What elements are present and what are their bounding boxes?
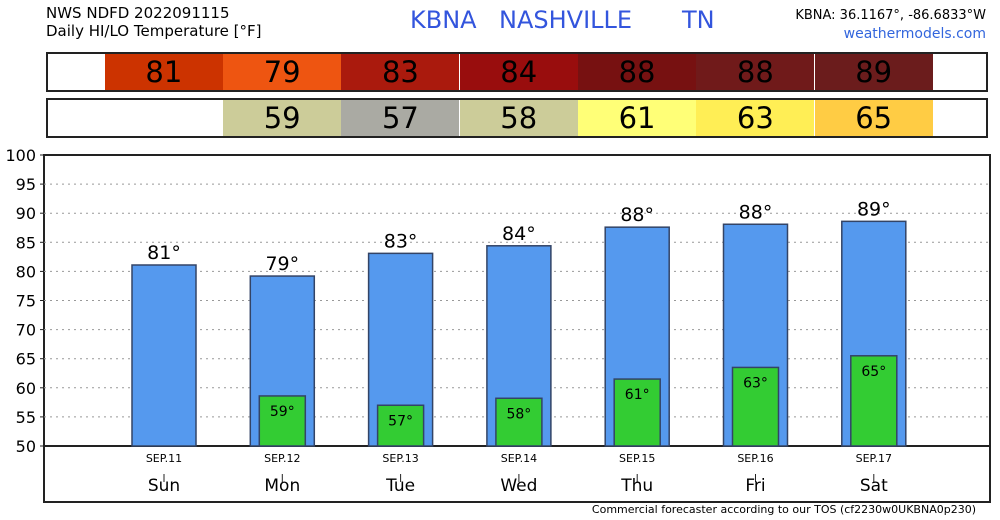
lo-strip-cell-7: 65 <box>814 100 933 136</box>
y-tick-label: 50 <box>16 437 36 456</box>
y-tick-label: 60 <box>16 379 36 398</box>
lo-strip-cell-3: 57 <box>341 100 460 136</box>
lo-temperature-strip: 59 57 58 61 63 65 <box>46 98 988 138</box>
variable-label: Daily HI/LO Temperature [°F] <box>46 22 262 40</box>
lo-strip-cell-2: 59 <box>223 100 342 136</box>
hi-temperature-strip: 81 79 83 84 88 88 89 <box>46 52 988 92</box>
lo-bar <box>850 355 898 447</box>
lo-bar-label: 65° <box>861 364 886 380</box>
station-state: TN <box>682 6 715 34</box>
day-label: Wed <box>500 476 537 496</box>
chart-header-left: NWS NDFD 2022091115 Daily HI/LO Temperat… <box>46 4 262 40</box>
station-coordinates: KBNA: 36.1167°, -86.6833°W <box>795 8 986 23</box>
hi-bar-label: 89° <box>857 198 891 220</box>
day-label: Thu <box>620 476 653 496</box>
lo-strip-cell-6: 63 <box>696 100 815 136</box>
day-label: Fri <box>745 476 765 496</box>
chart-header-right: KBNA: 36.1167°, -86.6833°W weathermodels… <box>795 6 986 44</box>
date-label: SEP.15 <box>619 452 655 465</box>
hi-strip-cell-2: 79 <box>223 54 342 90</box>
lo-bar-label: 59° <box>270 404 295 420</box>
hi-bar-label: 84° <box>502 223 536 245</box>
hi-strip-cell-3: 83 <box>341 54 460 90</box>
lo-bar-label: 61° <box>625 387 650 403</box>
y-tick-label: 70 <box>16 321 36 340</box>
y-tick-label: 90 <box>16 204 36 223</box>
station-code: KBNA <box>410 6 477 34</box>
hi-bar-label: 88° <box>739 201 773 223</box>
day-label: Sun <box>148 476 180 496</box>
y-tick-label: 55 <box>16 408 36 427</box>
footer-note: Commercial forecaster according to our T… <box>591 503 976 516</box>
day-label: Tue <box>385 476 415 496</box>
date-label: SEP.11 <box>146 452 182 465</box>
hi-strip-cell-6: 88 <box>696 54 815 90</box>
day-label: Sat <box>860 476 888 496</box>
site-link[interactable]: weathermodels.com <box>843 26 986 42</box>
y-tick-label: 65 <box>16 350 36 369</box>
date-label: SEP.17 <box>856 452 892 465</box>
date-label: SEP.14 <box>501 452 537 465</box>
day-label: Mon <box>264 476 300 496</box>
date-label: SEP.12 <box>264 452 300 465</box>
date-label: SEP.13 <box>382 452 418 465</box>
hi-bar-label: 88° <box>620 204 654 226</box>
y-tick-label: 100 <box>5 146 36 165</box>
lo-strip-cell-4: 58 <box>459 100 578 136</box>
hi-strip-cell-5: 88 <box>578 54 697 90</box>
lo-strip-cell-5: 61 <box>578 100 697 136</box>
lo-bar <box>258 395 307 447</box>
y-tick-label: 75 <box>16 292 36 311</box>
y-tick-label: 85 <box>16 233 36 252</box>
date-label: SEP.16 <box>737 452 773 465</box>
hi-strip-cell-1: 81 <box>104 54 223 90</box>
hi-bar-label: 79° <box>265 253 299 275</box>
y-tick-label: 80 <box>16 262 36 281</box>
station-name: NASHVILLE <box>499 6 633 34</box>
hi-bar <box>131 264 197 447</box>
plot-frame <box>43 154 991 503</box>
lo-bar <box>376 404 425 447</box>
lo-bar <box>613 378 661 447</box>
y-tick-label: 95 <box>16 175 36 194</box>
lo-bar <box>495 397 543 447</box>
hi-bar-label: 83° <box>384 230 418 252</box>
hi-bar-label: 81° <box>147 242 181 264</box>
lo-bar <box>731 366 780 447</box>
hi-strip-cell-4: 84 <box>459 54 578 90</box>
lo-bar-label: 58° <box>506 406 531 422</box>
lo-bar-label: 63° <box>743 375 768 391</box>
lo-bar-label: 57° <box>388 413 413 429</box>
run-label: NWS NDFD 2022091115 <box>46 4 230 22</box>
hi-strip-cell-7: 89 <box>814 54 933 90</box>
